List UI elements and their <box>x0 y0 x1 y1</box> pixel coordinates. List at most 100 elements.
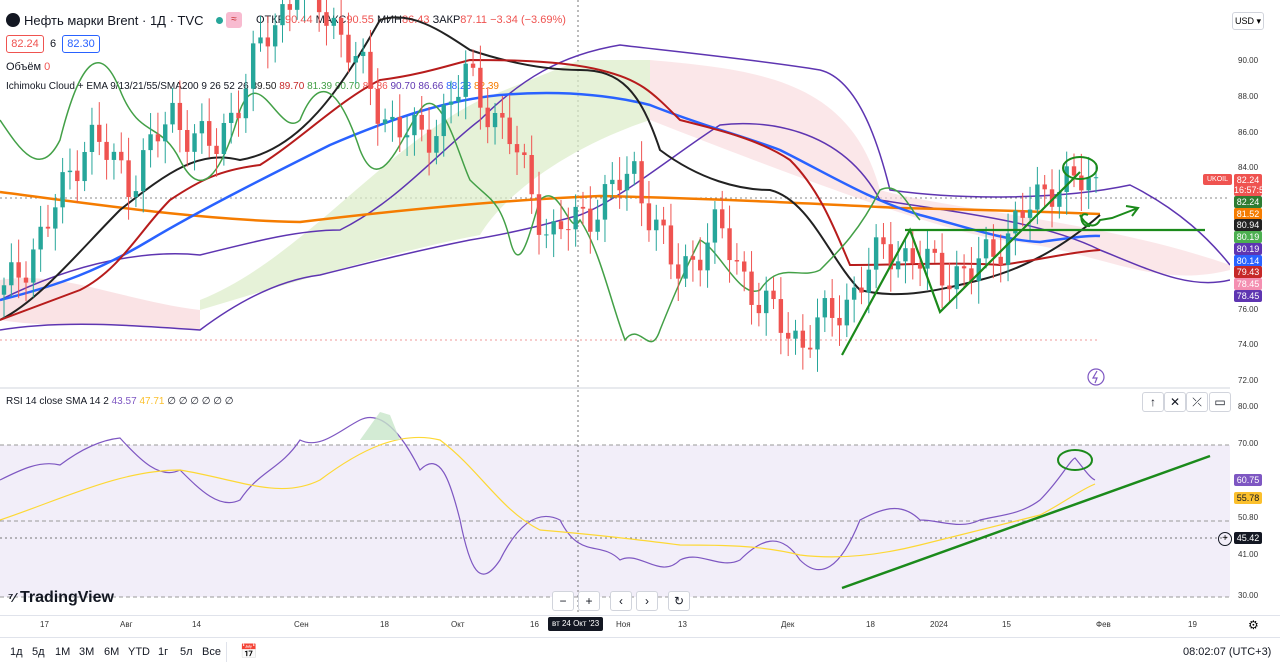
range-ytd-button[interactable]: YTD <box>128 646 150 658</box>
candle-body <box>404 135 410 138</box>
sma200-line <box>0 190 1101 224</box>
candle-body <box>419 114 424 130</box>
currency-selector[interactable]: USD ▾ <box>1232 12 1264 30</box>
candle-body <box>170 102 175 125</box>
candle-body <box>588 208 593 232</box>
candle-body <box>346 34 351 63</box>
candle-body <box>397 116 402 138</box>
price-tag: 78.45 <box>1234 290 1262 302</box>
time-cursor-label: вт 24 Окт '23 <box>548 617 604 631</box>
rsi-legend[interactable]: RSI 14 close SMA 14 2 43.57 47.71 ∅ ∅ ∅ … <box>6 396 234 407</box>
candle-body <box>573 206 578 230</box>
settings-gear-icon[interactable]: ⚙ <box>1248 618 1259 632</box>
senkou-span-a <box>0 44 1230 301</box>
tradingview-logo[interactable]: ⁷⁄ TradingView <box>8 589 114 606</box>
lightning-glyph <box>1091 370 1098 384</box>
maximize-pane-button[interactable]: ▭ <box>1209 392 1231 412</box>
clock-readout[interactable]: 08:02:07 (UTC+3) <box>1183 646 1272 658</box>
zoom-in-button[interactable]: + <box>578 591 600 611</box>
candle-body <box>1079 175 1084 191</box>
candle-body <box>690 256 696 260</box>
candle-body <box>683 256 688 279</box>
ema55-line <box>0 91 1101 302</box>
alert-wave-icon[interactable]: ≈ <box>226 12 242 28</box>
close-pane-button[interactable]: ✕ <box>1164 392 1186 412</box>
ichimoku-legend[interactable]: Ichimoku Cloud + EMA 9/13/21/55/SMA200 9… <box>6 81 499 92</box>
rsi-highlight-circle[interactable] <box>1057 449 1093 471</box>
candle-body <box>199 121 205 134</box>
main-chart-area[interactable] <box>0 0 1230 615</box>
range-3m-button[interactable]: 3М <box>79 646 95 658</box>
range-1d-button[interactable]: 1д <box>10 646 23 658</box>
symbol-title[interactable]: Нефть марки Brent · 1Д · TVC <box>24 13 204 28</box>
candle-body <box>382 119 388 124</box>
bottom-bar-border <box>0 637 1280 638</box>
time-tick: 2024 <box>930 620 948 629</box>
time-tick: 15 <box>1002 620 1011 629</box>
candle-body <box>82 151 87 182</box>
lightning-icon[interactable] <box>1087 368 1105 386</box>
price-tag: 80.19 <box>1234 231 1262 243</box>
candle-body <box>866 269 872 293</box>
candle-body <box>749 271 754 305</box>
highlight-circle-price[interactable] <box>1062 156 1098 180</box>
candle-body <box>895 261 901 270</box>
candle-body <box>566 229 571 231</box>
candle-body <box>478 67 483 108</box>
rsi-trendline-drawing[interactable] <box>841 454 1211 590</box>
candle-body <box>829 298 835 318</box>
calendar-icon[interactable]: 📅 <box>240 643 258 659</box>
candle-body <box>23 277 29 283</box>
symbol-logo-icon <box>6 13 20 27</box>
rsi-tick: 41.00 <box>1238 550 1259 559</box>
scroll-right-button[interactable]: › <box>636 591 658 611</box>
candle-body <box>228 112 234 123</box>
candle-body <box>954 266 959 290</box>
range-1m-button[interactable]: 1М <box>55 646 71 658</box>
reset-chart-button[interactable]: ↻ <box>668 591 690 611</box>
candle-body <box>947 285 952 290</box>
candle-body <box>514 144 520 153</box>
range-5y-button[interactable]: 5л <box>180 646 193 658</box>
candle-body <box>192 133 197 152</box>
range-1y-button[interactable]: 1г <box>158 646 169 658</box>
time-tick: 13 <box>678 620 687 629</box>
price-tick: 88.00 <box>1238 92 1259 101</box>
candle-body <box>624 173 630 191</box>
candle-body <box>793 330 798 339</box>
rsi-tick: 80.00 <box>1238 402 1259 411</box>
time-tick: 16 <box>530 620 539 629</box>
trend-drawing-zigzag[interactable] <box>841 171 1081 356</box>
candle-body <box>16 262 21 278</box>
candle-body <box>873 237 879 270</box>
candle-body <box>742 261 747 272</box>
ask-price-button[interactable]: 82.30 <box>62 35 100 53</box>
market-status-icon <box>216 17 223 24</box>
price-tick: 90.00 <box>1238 56 1259 65</box>
price-tick: 84.00 <box>1238 163 1259 172</box>
collapse-pane-button[interactable]: ⤫ <box>1186 392 1208 412</box>
range-6m-button[interactable]: 6М <box>104 646 120 658</box>
candle-body <box>434 136 439 153</box>
candle-body <box>441 104 446 137</box>
zoom-out-button[interactable]: − <box>552 591 574 611</box>
candle-body <box>485 107 490 128</box>
candle-body <box>654 219 659 231</box>
candle-body <box>976 258 981 282</box>
candle-body <box>851 287 857 300</box>
arrow-drawing[interactable] <box>1079 205 1140 227</box>
scroll-left-button[interactable]: ‹ <box>610 591 632 611</box>
range-5d-button[interactable]: 5д <box>32 646 45 658</box>
candle-body <box>456 96 461 102</box>
add-level-icon[interactable]: + <box>1218 532 1232 546</box>
candle-body <box>426 129 432 153</box>
range-all-button[interactable]: Все <box>202 646 221 658</box>
small-circle-drawing[interactable] <box>1080 213 1091 228</box>
bid-price-button[interactable]: 82.24 <box>6 35 44 53</box>
time-tick: Ноя <box>616 620 631 629</box>
candle-body <box>536 194 542 235</box>
time-tick: Окт <box>451 620 465 629</box>
move-up-button[interactable]: ↑ <box>1142 392 1164 412</box>
candle-body <box>969 268 974 282</box>
volume-legend[interactable]: Объём 0 <box>6 61 51 73</box>
